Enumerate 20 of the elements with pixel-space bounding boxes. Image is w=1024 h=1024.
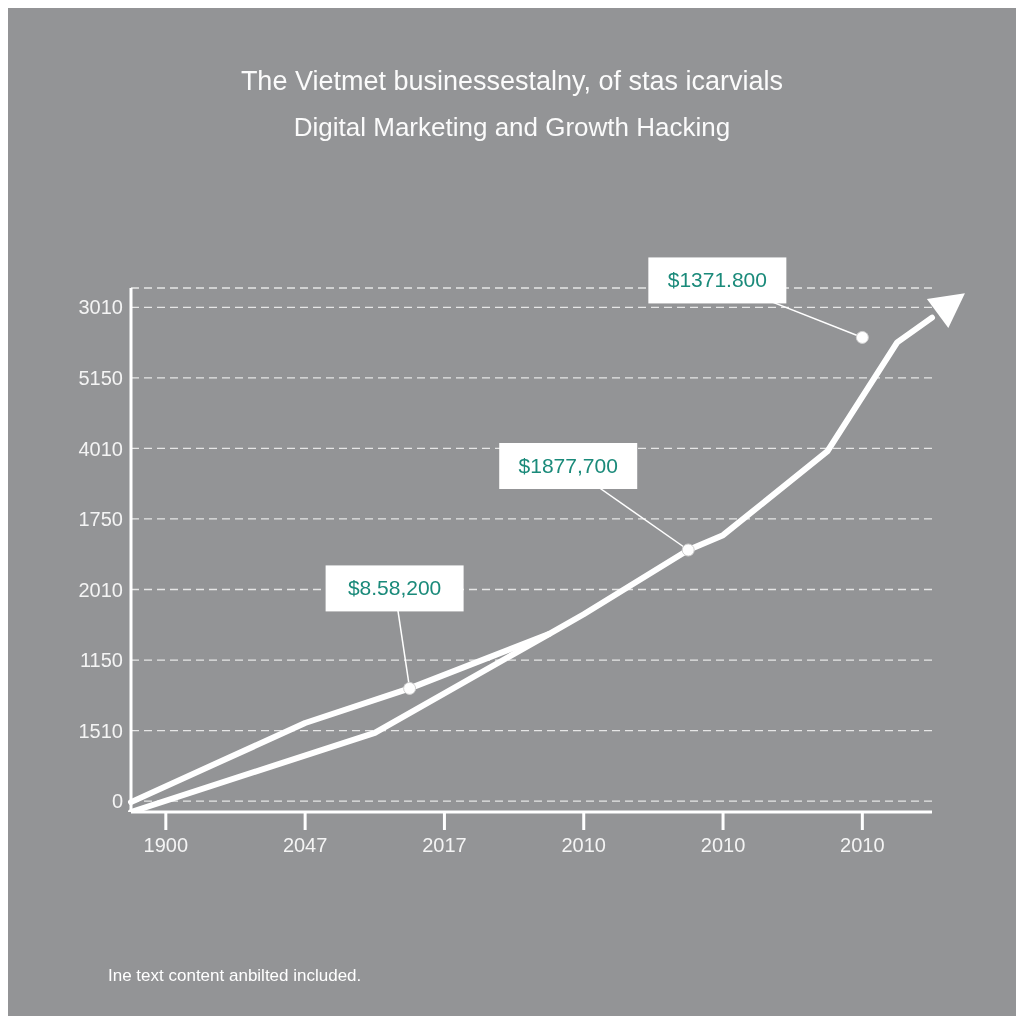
text: $1371.800: [667, 268, 767, 292]
category-label: 1750: [78, 508, 123, 531]
text: Ine text content anbilted included.: [108, 966, 362, 986]
x-tick-label: 2010: [561, 834, 606, 857]
category-label: 2010: [78, 578, 123, 601]
annotation: $8.58,200: [347, 576, 442, 600]
x-tick-label: 2017: [422, 834, 467, 857]
category-label: 3010: [78, 296, 123, 319]
x-tick-label: 2047: [282, 834, 328, 857]
x-tick-label: 1900: [143, 834, 189, 857]
chart-title: The Vietmet businessestalny, of stas icarvials: [239, 66, 785, 97]
chart-subtitle: Digital Marketing and Growth Hacking: [292, 112, 732, 143]
x-tick-label: 2010: [840, 834, 885, 857]
category-label: 1510: [78, 719, 123, 742]
category-label: 5150: [78, 366, 123, 389]
annotation: $1877,700: [518, 454, 618, 477]
x-tick-label: 2010: [700, 834, 746, 857]
category-label: 4010: [78, 437, 123, 460]
category-label: 1150: [79, 649, 123, 672]
category-label: 0: [111, 790, 123, 813]
